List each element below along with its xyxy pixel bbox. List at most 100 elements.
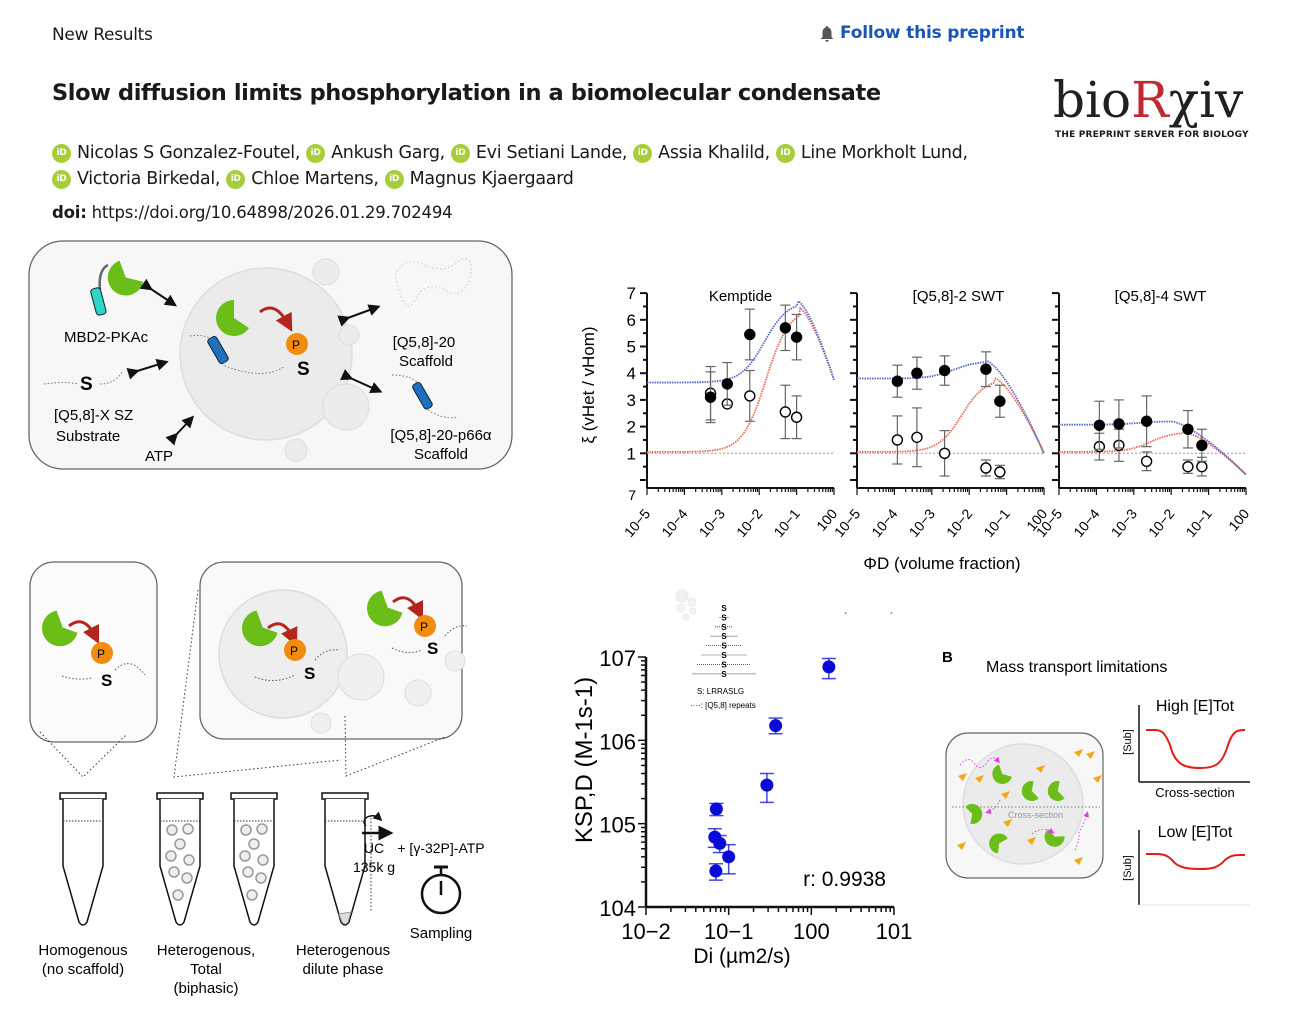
orcid-icon[interactable]: iD	[450, 143, 470, 163]
small-droplet	[337, 653, 385, 701]
droplet	[257, 854, 269, 866]
tube-label: Heterogenous	[296, 942, 390, 959]
author-link[interactable]: iD Magnus Kjaergaard	[384, 169, 574, 189]
condensate-droplet	[962, 743, 1084, 865]
droplet	[166, 824, 178, 836]
exchange-arrow	[337, 304, 381, 327]
author-link[interactable]: iD Ankush Garg,	[306, 143, 445, 163]
data-point-filled	[1182, 423, 1194, 435]
data-point	[709, 864, 723, 878]
droplet	[246, 889, 258, 901]
substrate-triangle-icon	[1074, 749, 1083, 757]
fit-curve-red	[647, 306, 835, 453]
pkac-enzyme-icon	[965, 804, 983, 824]
author-link[interactable]: iD Nicolas S Gonzalez-Foutel,	[52, 143, 300, 163]
microcentrifuge-tube-icon	[230, 792, 278, 926]
substrate-triangle-icon	[1036, 765, 1045, 773]
orcid-icon[interactable]: iD	[226, 169, 246, 189]
pkac-enzyme-icon	[216, 300, 249, 336]
data-point-open	[790, 411, 803, 423]
logo-tagline: THE PREPRINT SERVER FOR BIOLOGY	[1055, 130, 1249, 140]
s-residue: S	[721, 623, 727, 632]
substrate-triangle-icon	[958, 773, 967, 781]
substrate-triangle-icon	[1074, 857, 1083, 865]
x-tick-label: 10−4	[1070, 505, 1103, 540]
data-point-open	[744, 390, 756, 402]
droplet	[181, 872, 193, 884]
section-label: New Results	[52, 25, 153, 45]
follow-preprint-link[interactable]: Follow this preprint	[820, 23, 1025, 43]
substrate-triangle-icon	[957, 842, 966, 850]
biorxiv-logo[interactable]: bioRχiv THE PREPRINT SERVER FOR BIOLOGY	[1053, 74, 1258, 140]
y-axis-label: ξ (vHet / vHom)	[579, 326, 598, 443]
small-droplet	[322, 383, 370, 431]
substrate-s-label: S	[427, 639, 438, 658]
pkac-enzyme-icon	[1047, 781, 1065, 801]
author-name: Evi Setiani Lande,	[475, 143, 628, 163]
panel-b: B Mass transport limitations Cross-secti…	[942, 649, 1250, 906]
s-residue: S	[721, 632, 727, 641]
author-list-line-1: iD Nicolas S Gonzalez-Foutel, iD Ankush Gar…	[52, 143, 974, 163]
exchange-arrow	[165, 415, 195, 446]
data-point-filled	[744, 328, 756, 341]
fit-curve-red	[1059, 431, 1247, 476]
phosphate-label: P	[292, 338, 300, 352]
author-list-line-2: iD Victoria Birkedal, iD Chloe Martens, iD Ma…	[52, 169, 580, 189]
y-tick-label: 105	[599, 813, 636, 838]
microcentrifuge-tube-icon	[59, 792, 107, 926]
author-link[interactable]: iD Victoria Birkedal,	[52, 169, 220, 189]
x-tick-label: 100	[1225, 505, 1252, 533]
doi-line: doi: https://doi.org/10.64898/2026.01.29…	[52, 203, 453, 222]
orcid-icon[interactable]: iD	[52, 143, 71, 163]
droplet	[256, 823, 268, 835]
orcid-icon[interactable]: iD	[633, 143, 653, 163]
orcid-icon[interactable]: iD	[306, 143, 326, 163]
sampling-label: Sampling	[410, 925, 473, 942]
data-point-filled	[911, 367, 923, 379]
author-name: Assia Khalild,	[658, 143, 770, 163]
x-tick-label: 10−2	[1145, 505, 1178, 540]
data-point-filled	[1093, 419, 1106, 431]
pkac-enzyme-icon	[242, 610, 278, 647]
small-droplet	[284, 438, 308, 462]
droplet	[183, 854, 195, 866]
author-name: Ankush Garg,	[331, 143, 445, 163]
s-residue: S	[721, 642, 727, 651]
orcid-icon[interactable]: iD	[52, 169, 71, 189]
phosphate-icon	[91, 642, 113, 664]
data-point-filled	[1113, 418, 1125, 430]
pkac-enzyme-icon	[1021, 781, 1039, 801]
data-point-open	[891, 434, 904, 446]
fit-curve-blue	[857, 360, 1045, 454]
data-point-open	[779, 406, 792, 418]
droplet	[168, 866, 180, 878]
substrate-triangle-icon	[1001, 791, 1010, 799]
data-point-filled	[1196, 439, 1208, 451]
article-title: Slow diffusion limits phosphorylation in…	[52, 80, 881, 106]
condensate-droplet	[218, 589, 348, 719]
microcentrifuge-tube-icon	[156, 792, 204, 926]
x-tick-label: 10−2	[943, 505, 976, 540]
substrate-triangle-icon	[1093, 775, 1102, 783]
doi-link[interactable]: https://doi.org/10.64898/2026.01.29.7024…	[91, 203, 453, 222]
x-tick-label: 10−5	[621, 505, 654, 540]
data-point	[722, 850, 736, 864]
follow-label: Follow this preprint	[840, 23, 1025, 43]
orcid-icon[interactable]: iD	[775, 143, 795, 163]
author-link[interactable]: iD Assia Khalild,	[633, 143, 770, 163]
author-link[interactable]: iD Line Morkholt Lund,	[775, 143, 968, 163]
orcid-icon[interactable]: iD	[384, 169, 404, 189]
pkac-enzyme-icon	[992, 764, 1012, 784]
s-residue: S	[721, 613, 727, 622]
pellet	[338, 911, 352, 925]
high-e-label: High [E]Tot	[1156, 698, 1235, 715]
author-link[interactable]: iD Evi Setiani Lande,	[450, 143, 628, 163]
scaffold1-label-line2: Scaffold	[399, 353, 453, 370]
data-point-filled	[980, 363, 992, 375]
y-tick-label: 4	[627, 364, 636, 383]
author-link[interactable]: iD Chloe Martens,	[226, 169, 379, 189]
data-point-filled	[1140, 415, 1153, 427]
data-point-filled	[994, 395, 1006, 407]
